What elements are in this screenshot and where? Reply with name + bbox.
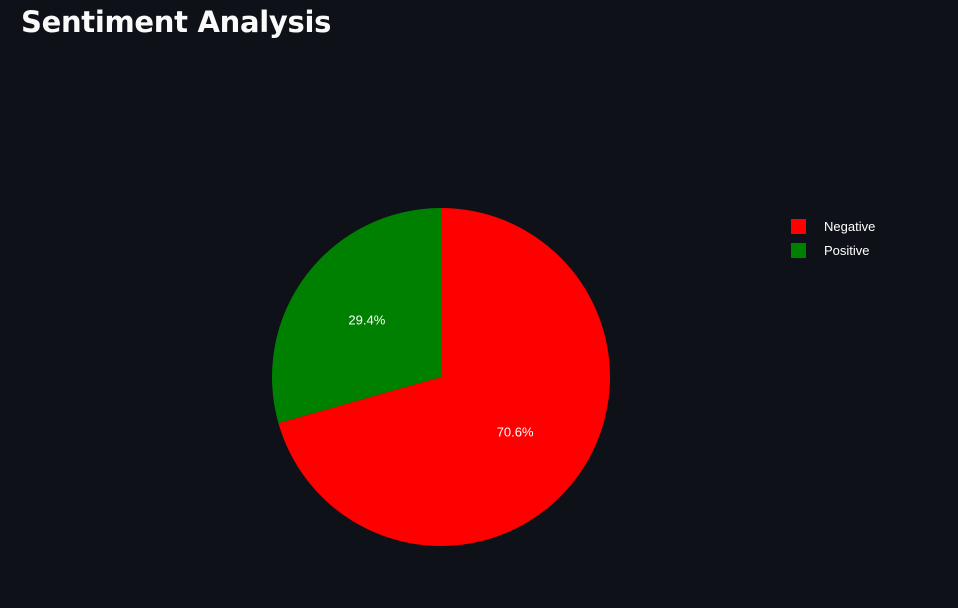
legend-swatch-positive <box>791 243 806 258</box>
pie-slice-positive[interactable] <box>272 208 441 424</box>
page-title: Sentiment Analysis <box>21 5 332 39</box>
pie-slice-labels: 70.6% 29.4% <box>348 312 534 439</box>
legend-swatch-negative <box>791 219 806 234</box>
pie-slice-label-negative: 70.6% <box>497 424 534 439</box>
pie <box>272 208 610 546</box>
legend-item-negative[interactable]: Negative <box>791 219 875 234</box>
legend-item-positive[interactable]: Positive <box>791 243 870 258</box>
legend: Negative Positive <box>791 219 875 258</box>
pie-slice-label-positive: 29.4% <box>348 312 385 327</box>
legend-label-positive: Positive <box>824 243 870 258</box>
legend-label-negative: Negative <box>824 219 875 234</box>
pie-slice-negative[interactable] <box>278 208 610 546</box>
